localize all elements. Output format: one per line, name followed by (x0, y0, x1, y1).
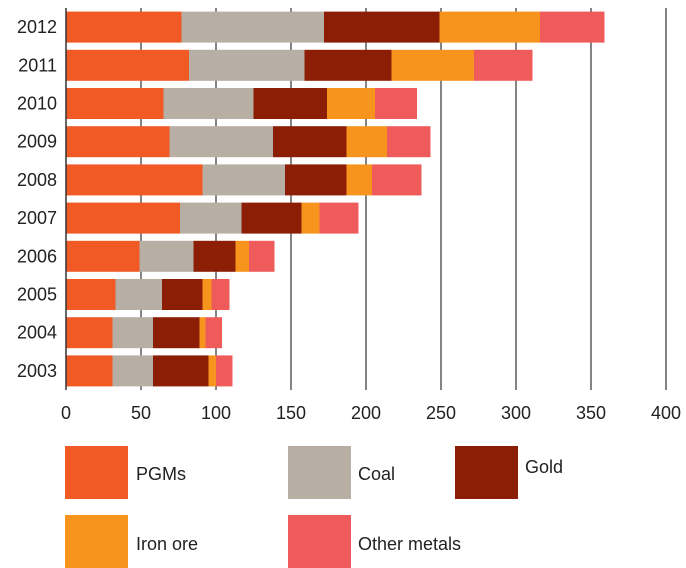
bar-2005-other-metals (211, 279, 230, 310)
x-tick-label-200: 200 (351, 403, 381, 423)
bar-2007-gold (241, 202, 302, 234)
x-tick-label-50: 50 (131, 403, 151, 423)
bar-2011-coal (189, 49, 305, 81)
bar-2012-pgms (66, 11, 182, 43)
x-tick-label-250: 250 (426, 403, 456, 423)
bar-2010-other-metals (375, 88, 417, 119)
bar-2008-coal (202, 164, 285, 196)
bar-2005-iron-ore (202, 279, 212, 310)
bar-2009-coal (169, 126, 273, 158)
bar-2009-pgms (66, 126, 170, 158)
bar-2003-coal (112, 355, 153, 387)
bar-2003-iron-ore (208, 355, 216, 387)
y-axis-labels: 2012 2011 2010 2009 2008 2007 2006 2005 2004 2003 (17, 17, 57, 381)
y-tick-label-2004: 2004 (17, 323, 57, 343)
bar-2004-gold (153, 317, 200, 349)
legend-label-iron-ore: Iron ore (136, 534, 199, 554)
bar-2010-iron-ore (327, 88, 375, 119)
bar-2005-coal (115, 279, 162, 310)
bar-2009-iron-ore (346, 126, 387, 158)
x-tick-label-300: 300 (501, 403, 531, 423)
bar-2003-pgms (66, 355, 113, 387)
bar-2007-coal (180, 202, 242, 234)
legend-swatch-other-metals (288, 515, 351, 568)
legend-swatch-iron-ore (65, 515, 128, 568)
bar-2010-gold (253, 88, 327, 119)
bar-2003-gold (153, 355, 209, 387)
bar-2006-other-metals (249, 240, 275, 272)
y-tick-label-2005: 2005 (17, 285, 57, 305)
bar-2012-iron-ore (439, 11, 540, 43)
legend-swatch-coal (288, 446, 351, 499)
bar-2004-coal (112, 317, 153, 349)
bar-2010-pgms (66, 88, 164, 119)
legend-swatch-gold (455, 446, 518, 499)
bar-2004-pgms (66, 317, 113, 349)
x-tick-label-400: 400 (651, 403, 681, 423)
bar-2006-coal (139, 240, 194, 272)
bar-2005-gold (162, 279, 203, 310)
legend-swatch-pgms (65, 446, 128, 499)
bar-2008-iron-ore (346, 164, 372, 196)
bar-2005-pgms (66, 279, 116, 310)
bar-2007-other-metals (319, 202, 359, 234)
x-tick-label-350: 350 (576, 403, 606, 423)
legend-label-coal: Coal (358, 464, 396, 484)
bar-2010-coal (163, 88, 254, 119)
bar-2004-other-metals (205, 317, 222, 349)
x-tick-label-150: 150 (276, 403, 306, 423)
bars (66, 11, 605, 387)
bar-2012-other-metals (540, 11, 605, 43)
y-tick-label-2010: 2010 (17, 94, 57, 114)
bar-2006-pgms (66, 240, 140, 272)
legend-label-other-metals: Other metals (358, 534, 462, 554)
bar-2011-gold (304, 49, 392, 81)
x-tick-label-0: 0 (61, 403, 71, 423)
bar-2008-gold (285, 164, 347, 196)
bar-2008-pgms (66, 164, 203, 196)
bar-2012-coal (181, 11, 324, 43)
bar-2007-pgms (66, 202, 180, 234)
bar-2009-other-metals (387, 126, 431, 158)
legend-label-gold: Gold (525, 457, 564, 477)
bar-2007-iron-ore (301, 202, 320, 234)
bar-2012-gold (324, 11, 440, 43)
bar-2006-iron-ore (235, 240, 249, 272)
stacked-bar-chart: 2012201120102009200820072006200520042003… (17, 8, 681, 423)
bar-2004-iron-ore (199, 317, 206, 349)
y-tick-label-2009: 2009 (17, 132, 57, 152)
bar-2011-pgms (66, 49, 189, 81)
bar-2009-gold (273, 126, 347, 158)
bar-2006-gold (193, 240, 236, 272)
x-tick-label-100: 100 (201, 403, 231, 423)
legend-label-pgms: PGMs (136, 464, 187, 484)
y-tick-label-2007: 2007 (17, 208, 57, 228)
x-axis-labels: 0 50 100 150 200 250 300 350 400 (61, 403, 681, 423)
bar-2003-other-metals (216, 355, 233, 387)
bar-2011-iron-ore (391, 49, 474, 81)
y-tick-label-2006: 2006 (17, 246, 57, 266)
bar-2011-other-metals (474, 49, 533, 81)
y-tick-label-2008: 2008 (17, 170, 57, 190)
bar-2008-other-metals (372, 164, 422, 196)
y-tick-label-2012: 2012 (17, 17, 57, 37)
y-tick-label-2003: 2003 (17, 361, 57, 381)
y-tick-label-2011: 2011 (18, 55, 57, 75)
